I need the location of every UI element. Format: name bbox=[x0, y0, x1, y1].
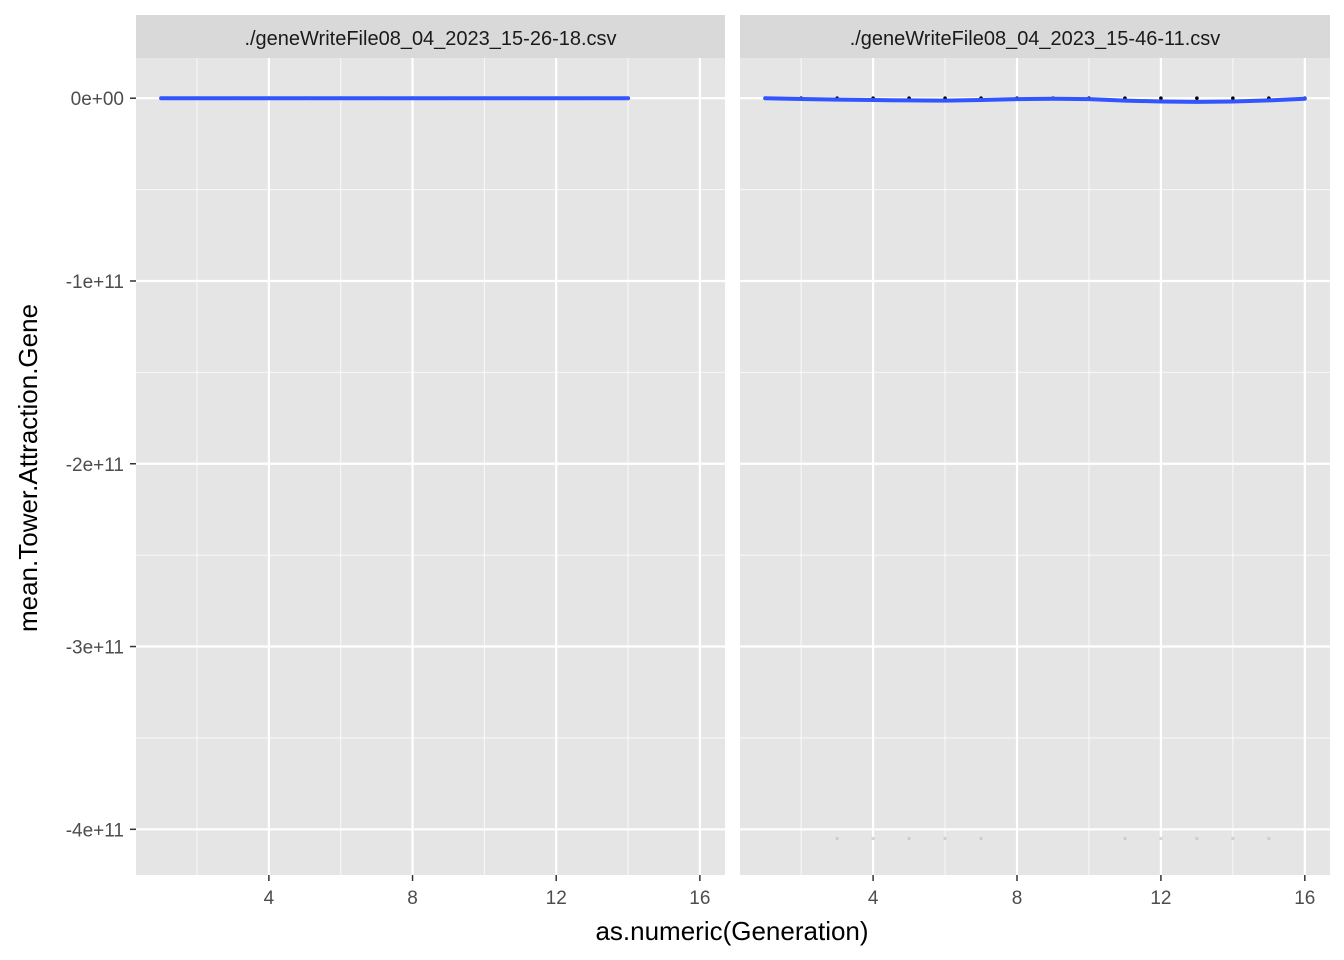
y-tick-label: -3e+11 bbox=[66, 638, 124, 659]
facet-panel-1: ./geneWriteFile08_04_2023_15-26-18.csv 4 8… bbox=[136, 15, 725, 909]
x-axis-title: as.numeric(Generation) bbox=[595, 916, 868, 946]
outlier-point bbox=[943, 836, 947, 841]
outlier-point bbox=[835, 836, 839, 841]
y-tick-label: -4e+11 bbox=[66, 820, 124, 841]
data-point bbox=[1159, 96, 1163, 101]
panel-background bbox=[136, 58, 725, 875]
x-tick-label: 16 bbox=[1294, 888, 1315, 909]
panel-background bbox=[740, 58, 1330, 875]
y-tick-label: -2e+11 bbox=[66, 455, 124, 476]
x-tick-label: 8 bbox=[1012, 888, 1023, 909]
outlier-point bbox=[1159, 836, 1163, 841]
x-tick-label: 8 bbox=[407, 888, 418, 909]
smooth-line bbox=[763, 96, 1307, 104]
y-axis-title: mean.Tower.Attraction.Gene bbox=[13, 304, 43, 632]
data-point bbox=[1195, 96, 1199, 101]
outlier-point bbox=[1231, 836, 1235, 841]
outlier-point bbox=[1195, 836, 1199, 841]
data-point bbox=[1231, 96, 1235, 101]
y-tick-label: 0e+00 bbox=[71, 89, 124, 110]
outlier-point bbox=[1267, 836, 1271, 841]
y-tick-label: -1e+11 bbox=[66, 272, 124, 293]
outlier-point bbox=[979, 836, 983, 841]
outlier-point bbox=[1123, 836, 1127, 841]
outlier-point bbox=[871, 836, 875, 841]
outlier-point bbox=[907, 836, 911, 841]
facet-strip bbox=[740, 15, 1330, 58]
x-tick-label: 12 bbox=[1150, 888, 1171, 909]
x-tick-label: 4 bbox=[264, 888, 275, 909]
x-tick-label: 12 bbox=[546, 888, 567, 909]
facet-strip-label: ./geneWriteFile08_04_2023_15-26-18.csv bbox=[244, 28, 616, 50]
facet-strip bbox=[136, 15, 725, 58]
x-tick-label: 16 bbox=[689, 888, 710, 909]
facet-strip-label: ./geneWriteFile08_04_2023_15-46-11.csv bbox=[850, 28, 1221, 50]
facet-panel-2: ./geneWriteFile08_04_2023_15-46-11.csv 4 8… bbox=[740, 15, 1330, 909]
x-tick-label: 4 bbox=[868, 888, 879, 909]
